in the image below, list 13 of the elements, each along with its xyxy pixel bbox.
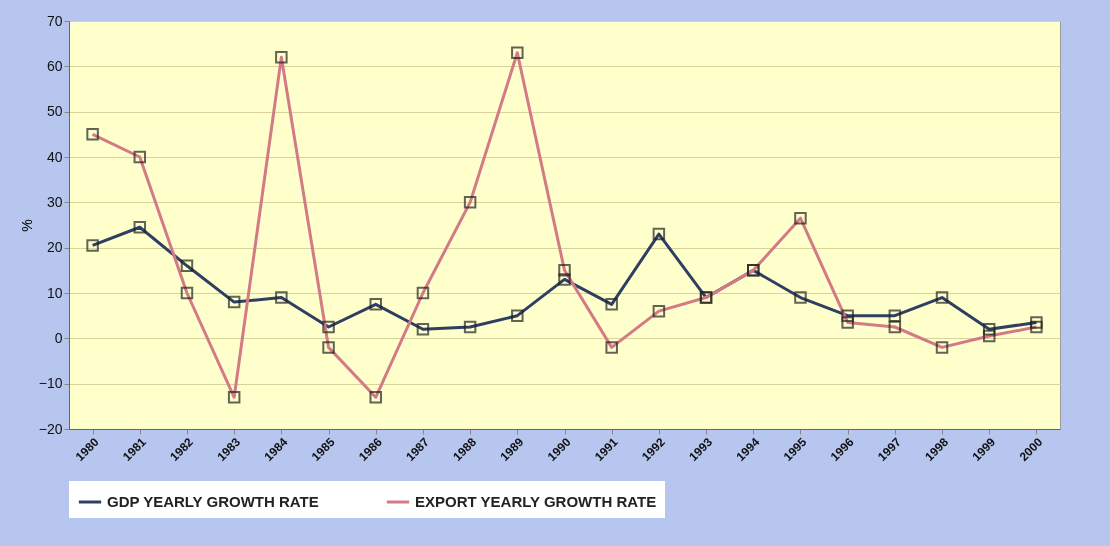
y-axis-title: % [18,219,35,232]
y-tick-label: 60 [46,57,63,74]
y-tick-label: 40 [46,148,63,165]
y-tick-label: 0 [54,329,63,346]
legend-label: GDP YEARLY GROWTH RATE [107,493,319,510]
y-tick-label: −20 [38,420,63,437]
y-tick-label: 70 [46,12,63,29]
y-tick-label: 30 [46,193,63,210]
y-tick-label: 10 [46,284,63,301]
legend-label: EXPORT YEARLY GROWTH RATE [415,493,657,510]
y-tick-label: 20 [46,239,63,256]
y-tick-label: −10 [38,375,63,392]
y-tick-label: 50 [46,103,63,120]
